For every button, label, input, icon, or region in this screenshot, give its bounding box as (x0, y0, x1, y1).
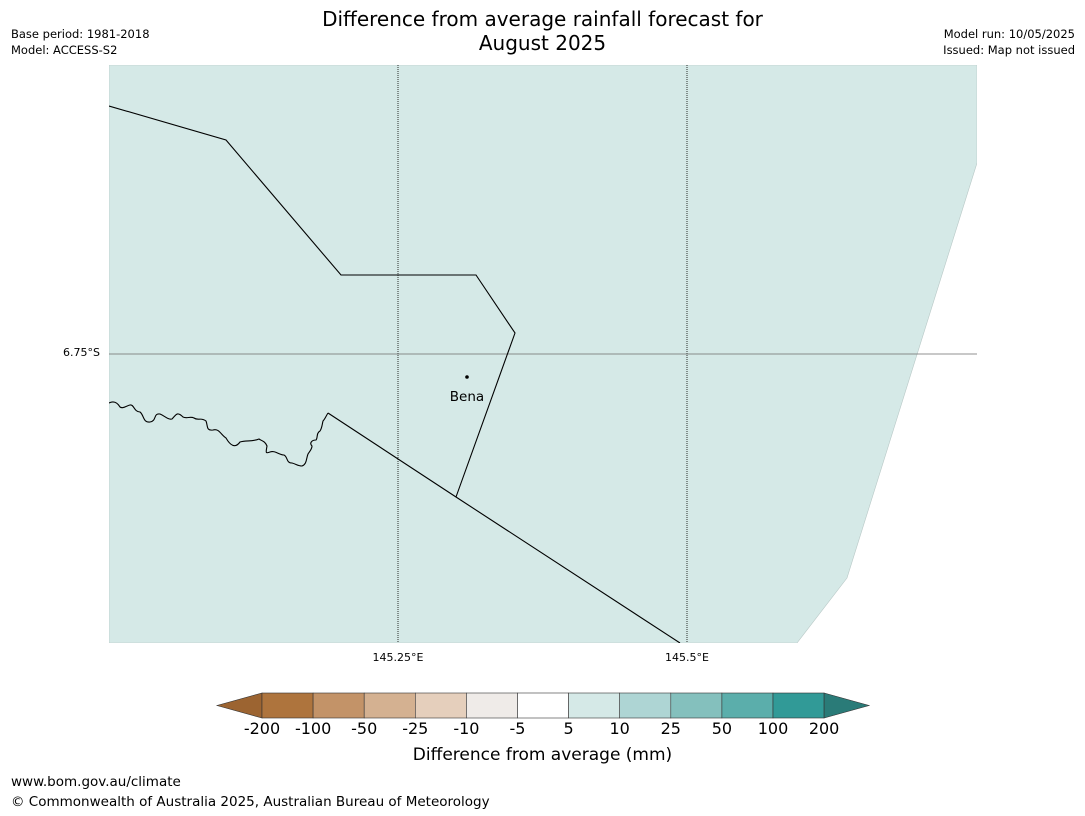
province-boundary-south (327, 412, 681, 643)
province-boundary-north (109, 105, 516, 498)
longitude-label-145-25: 145.25°E (372, 651, 424, 664)
meta-left: Base period: 1981-2018 Model: ACCESS-S2 (11, 26, 150, 58)
colorbar-segment-5 (466, 692, 518, 719)
model-text: Model: ACCESS-S2 (11, 43, 118, 57)
colorbar-segment-1 (261, 692, 314, 719)
colorbar-segment-10 (721, 692, 774, 719)
colorbar-tick-label: -100 (294, 719, 332, 738)
colorbar-segments (215, 692, 871, 719)
latitude-label: 6.75°S (63, 346, 100, 359)
colorbar-tick-label: -5 (509, 719, 526, 738)
colorbar-extend-high (823, 692, 871, 719)
colorbar-tick-label: 25 (660, 719, 681, 738)
colorbar-tick-label: -25 (402, 719, 429, 738)
meta-right: Model run: 10/05/2025 Issued: Map not is… (943, 26, 1075, 58)
footer-url: www.bom.gov.au/climate (11, 774, 181, 790)
colorbar-segment-8 (619, 692, 672, 719)
footer-copyright: © Commonwealth of Australia 2025, Austra… (11, 794, 490, 810)
model-run-text: Model run: 10/05/2025 (943, 27, 1075, 41)
colorbar-segment-11 (772, 692, 825, 719)
river-boundary (109, 401, 329, 467)
colorbar-label: Difference from average (mm) (412, 745, 673, 765)
colorbar-tick-label: -200 (243, 719, 281, 738)
colorbar-segment-3 (363, 692, 416, 719)
place-label: Bena (450, 389, 484, 405)
colorbar-segment-6 (517, 692, 569, 719)
colorbar-tick-label: 200 (808, 719, 840, 738)
colorbar-extend-low (215, 692, 263, 719)
longitude-label-145-5: 145.5°E (665, 651, 709, 664)
colorbar-tick-label: -10 (453, 719, 480, 738)
colorbar-segment-9 (670, 692, 723, 719)
colorbar-tick-label: 5 (563, 719, 574, 738)
colorbar-tick-label: 10 (609, 719, 630, 738)
base-period-text: Base period: 1981-2018 (11, 27, 150, 41)
colorbar-segment-7 (568, 692, 620, 719)
issued-text: Issued: Map not issued (943, 43, 1075, 57)
title-line-2: August 2025 (478, 31, 607, 55)
map-title: Difference from average rainfall forecas… (0, 7, 1085, 55)
colorbar-tick-label: -50 (351, 719, 378, 738)
place-marker-dot (465, 375, 469, 379)
colorbar-tick-label: 100 (757, 719, 789, 738)
colorbar-segment-4 (414, 692, 467, 719)
title-line-1: Difference from average rainfall forecas… (322, 7, 763, 31)
colorbar-segment-2 (312, 692, 365, 719)
colorbar-tick-label: 50 (711, 719, 733, 738)
